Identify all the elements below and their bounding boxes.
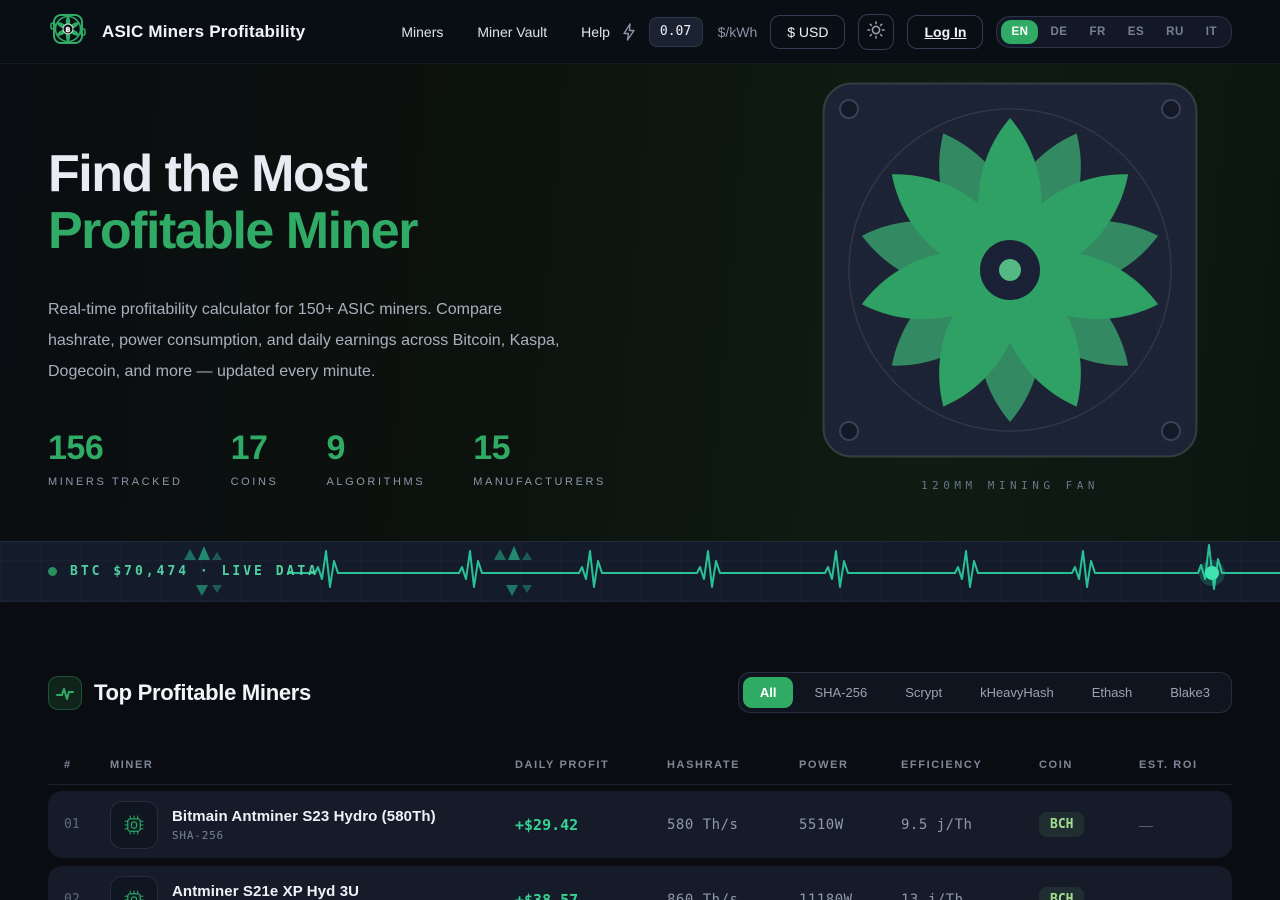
language-pill-es[interactable]: ES: [1118, 20, 1154, 44]
filter-tab-all[interactable]: All: [742, 677, 794, 708]
kwh-unit-label: $/kWh: [717, 23, 758, 40]
efficiency-value: 9.5 j/Th: [901, 816, 973, 833]
efficiency-value: 13 j/Th: [901, 891, 964, 900]
stat-value: 156: [48, 429, 104, 468]
hero-title-line1: Find the Most: [48, 145, 368, 203]
language-pill-it[interactable]: IT: [1196, 20, 1227, 44]
filter-tab-blake3[interactable]: Blake3: [1153, 677, 1227, 708]
stat-label: COINS: [230, 476, 279, 489]
miners-table-rows: 01 Bitmain Antminer S23 Hydro (580Th) SHA-…: [48, 791, 1232, 900]
miner-cell: Antminer S21e XP Hyd 3USHA-256: [110, 875, 515, 900]
language-pill-ru[interactable]: RU: [1156, 20, 1194, 44]
miner-name: Bitmain Antminer S23 Hydro (580Th): [172, 807, 436, 825]
ecg-heartbeat-graphic: [184, 544, 1280, 596]
filter-tab-ethash[interactable]: Ethash: [1075, 677, 1149, 708]
hero-stat-algorithms: 9 ALGORITHMS: [326, 429, 425, 488]
ticker-label: BTC $70,474 · LIVE DATA: [70, 564, 320, 579]
algorithm-filter-tabs: All SHA-256 Scrypt kHeavyHash Ethash Blake3: [737, 672, 1232, 713]
miner-algorithm: SHA-256: [172, 828, 224, 842]
nav-link-miner-vault[interactable]: Miner Vault: [477, 23, 548, 40]
coin-badge: BCH: [1039, 812, 1085, 837]
hero-stat-miners-tracked: 156 MINERS TRACKED: [48, 429, 183, 488]
hero-stat-coins: 17 COINS: [231, 429, 279, 488]
currency-selector-button[interactable]: $ USD: [770, 14, 846, 49]
asic-chip-icon: [110, 875, 158, 900]
power-value: 5510W: [799, 816, 844, 833]
column-header-daily-profit: DAILY PROFIT: [515, 759, 610, 771]
miner-rank: 02: [64, 892, 80, 900]
hero-stat-manufacturers: 15 MANUFACTURERS: [473, 429, 606, 488]
miner-name-group: Bitmain Antminer S23 Hydro (580Th) SHA-25…: [172, 808, 436, 842]
miner-name: Antminer S21e XP Hyd 3U: [172, 882, 360, 900]
hero-content: Find the Most Profitable Miner Real-time…: [48, 145, 608, 488]
language-pill-de[interactable]: DE: [1040, 20, 1077, 44]
fan-caption: 120MM MINING FAN: [921, 479, 1099, 492]
nav-link-help[interactable]: Help: [581, 23, 610, 40]
brand[interactable]: ฿ ASIC Miners Profitability: [48, 9, 305, 54]
table-header-row: # MINER DAILY PROFIT HASHRATE POWER EFFICIENC…: [48, 759, 1232, 785]
svg-text:฿: ฿: [65, 25, 70, 34]
filter-tab-sha-256[interactable]: SHA-256: [797, 677, 884, 708]
coin-badge: BCH: [1039, 887, 1085, 900]
stat-value: 15: [473, 429, 511, 468]
column-header-est-roi: EST. ROI: [1139, 759, 1198, 771]
miners-section: Top Profitable Miners All SHA-256 Scrypt kH…: [0, 602, 1280, 900]
stat-label: MINERS TRACKED: [48, 476, 183, 489]
filter-tab-scrypt[interactable]: Scrypt: [888, 677, 959, 708]
activity-pulse-icon: [48, 675, 82, 710]
sun-icon: [867, 21, 886, 42]
miner-row-antminer-s21e-xp-hyd-3u[interactable]: 02 Antminer S21e XP Hyd 3USHA-256 +$38.57 8…: [48, 866, 1232, 900]
column-header-coin: COIN: [1039, 759, 1073, 771]
main-nav: Miners Miner Vault Help: [401, 24, 610, 40]
daily-profit-value: +$29.42: [515, 815, 579, 834]
hashrate-value: 860 Th/s: [667, 891, 739, 900]
column-header-efficiency: EFFICIENCY: [901, 759, 983, 771]
section-title: Top Profitable Miners: [94, 679, 311, 705]
miner-rank: 01: [64, 817, 80, 832]
roi-value: —: [1139, 816, 1153, 833]
stat-value: 17: [230, 429, 268, 468]
theme-toggle-button[interactable]: [858, 13, 895, 50]
fan-bitcoin-logo-icon: ฿: [48, 9, 88, 54]
hero-title-line2: Profitable Miner: [48, 202, 418, 261]
language-pill-en[interactable]: EN: [1001, 19, 1039, 44]
filter-tab-kheavyhash[interactable]: kHeavyHash: [963, 677, 1071, 708]
stat-label: ALGORITHMS: [326, 476, 426, 489]
miner-cell: Bitmain Antminer S23 Hydro (580Th) SHA-25…: [110, 800, 515, 849]
miner-name-group: Antminer S21e XP Hyd 3USHA-256: [172, 883, 359, 900]
brand-title: ASIC Miners Profitability: [102, 21, 306, 41]
hero-stats: 156 MINERS TRACKED 17 COINS 9 ALGORITHMS 15 MAN…: [48, 429, 608, 488]
language-switcher: EN DE FR ES RU IT: [996, 15, 1232, 48]
roi-value: —: [1139, 891, 1153, 900]
live-indicator-dot: [48, 567, 57, 576]
hero-description: Real-time profitability calculator for 1…: [48, 301, 560, 381]
language-pill-fr[interactable]: FR: [1079, 20, 1115, 44]
miner-row-bitmain-antminer-s23-hydro-580th-[interactable]: 01 Bitmain Antminer S23 Hydro (580Th) SHA-…: [48, 791, 1232, 858]
electricity-cost-input[interactable]: [648, 16, 703, 47]
column-header-miner: MINER: [110, 759, 154, 771]
power-value: 11180W: [799, 891, 853, 900]
section-header: Top Profitable Miners All SHA-256 Scrypt kH…: [48, 672, 1232, 713]
mining-fan-illustration: 120MM MINING FAN: [822, 82, 1198, 492]
hashrate-value: 580 Th/s: [667, 816, 739, 833]
hero-section: Find the Most Profitable Miner Real-time…: [0, 64, 1280, 541]
login-button[interactable]: Log In: [907, 14, 984, 49]
stat-label: MANUFACTURERS: [473, 476, 606, 489]
hero-title: Find the Most Profitable Miner: [48, 145, 608, 261]
fan-graphic: [822, 82, 1198, 458]
column-header--: #: [64, 759, 72, 771]
daily-profit-value: +$38.57: [515, 890, 579, 900]
column-header-hashrate: HASHRATE: [667, 759, 741, 771]
top-navbar: ฿ ASIC Miners Profitability Miners Miner …: [0, 0, 1280, 64]
nav-link-miners[interactable]: Miners: [401, 23, 444, 40]
asic-chip-icon: [110, 800, 158, 849]
live-price-ticker: BTC $70,474 · LIVE DATA: [0, 541, 1280, 602]
screw-holes: [839, 99, 1181, 441]
column-header-power: POWER: [799, 759, 849, 771]
lightning-bolt-icon: [622, 22, 636, 41]
stat-value: 9: [326, 429, 345, 468]
